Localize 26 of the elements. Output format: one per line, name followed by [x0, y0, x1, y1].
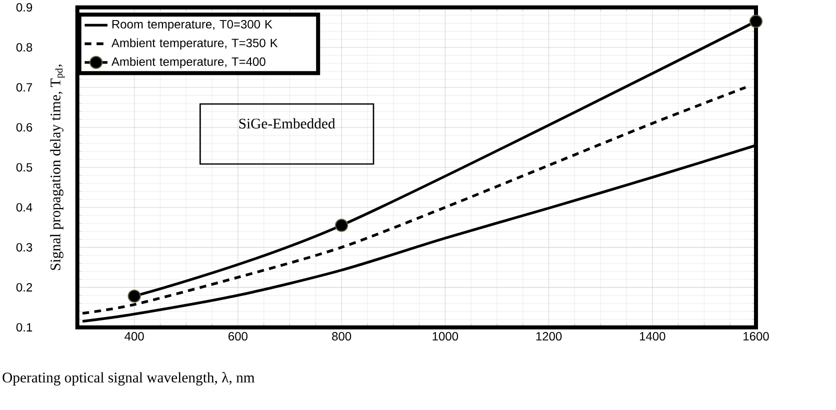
y-tick-label: 0.1 — [16, 323, 32, 332]
y-tick-label: 0.3 — [16, 243, 32, 252]
y-tick-label: 0.6 — [16, 123, 32, 132]
y-tick-label: 0.8 — [16, 43, 32, 52]
point — [749, 14, 763, 28]
line-series — [81, 86, 747, 315]
legend-label: Room temperature, T0=300 K — [112, 20, 272, 31]
y-tick-label: 0.7 — [16, 83, 32, 92]
y-tick-label: 0.9 — [16, 3, 32, 12]
legend-label: Ambient temperature, T=350 K — [111, 38, 278, 50]
point — [128, 290, 141, 303]
y-tick-label: 0.4 — [16, 203, 32, 212]
y-tick-label: 0.2 — [16, 283, 32, 292]
annotation: SiGe-Embedded — [239, 118, 336, 129]
x-tick-label: 1200 — [536, 332, 562, 341]
y-axis-title: Signal propagation delay time, T$_{pd}$, — [50, 64, 65, 270]
legend-label: Ambient temperature, T=400 — [111, 57, 266, 68]
x-tick-label: 800 — [332, 332, 352, 341]
x-tick-label: 400 — [124, 332, 144, 341]
x-tick-label: 1000 — [432, 332, 458, 341]
point — [335, 218, 348, 232]
y-tick-label: 0.5 — [16, 163, 32, 172]
x-tick-label: 1600 — [744, 332, 769, 341]
x-tick-label: 600 — [228, 332, 248, 341]
x-tick-label: 1400 — [640, 332, 666, 341]
x-axis-title: Operating optical signal wavelength, λ, nm — [2, 372, 255, 386]
